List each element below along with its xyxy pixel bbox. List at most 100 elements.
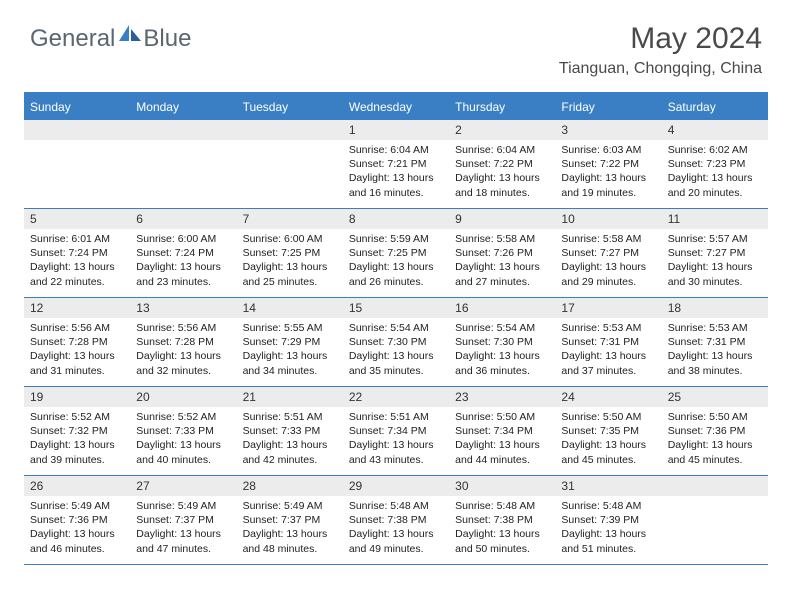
- sunset-line: Sunset: 7:30 PM: [455, 335, 549, 349]
- day-number: 8: [343, 209, 449, 229]
- calendar-body: 1Sunrise: 6:04 AMSunset: 7:21 PMDaylight…: [24, 120, 768, 565]
- day-details: Sunrise: 6:04 AMSunset: 7:22 PMDaylight:…: [449, 140, 555, 206]
- calendar-week: 12Sunrise: 5:56 AMSunset: 7:28 PMDayligh…: [24, 298, 768, 387]
- day-number: 14: [237, 298, 343, 318]
- sunset-line: Sunset: 7:24 PM: [136, 246, 230, 260]
- calendar-day: 14Sunrise: 5:55 AMSunset: 7:29 PMDayligh…: [237, 298, 343, 386]
- sunrise-line: Sunrise: 5:57 AM: [668, 232, 762, 246]
- calendar-day: 10Sunrise: 5:58 AMSunset: 7:27 PMDayligh…: [555, 209, 661, 297]
- day-details: Sunrise: 5:56 AMSunset: 7:28 PMDaylight:…: [24, 318, 130, 384]
- day-details: Sunrise: 5:57 AMSunset: 7:27 PMDaylight:…: [662, 229, 768, 295]
- sunset-line: Sunset: 7:38 PM: [349, 513, 443, 527]
- day-details: Sunrise: 5:59 AMSunset: 7:25 PMDaylight:…: [343, 229, 449, 295]
- calendar-day: 19Sunrise: 5:52 AMSunset: 7:32 PMDayligh…: [24, 387, 130, 475]
- calendar-day: 12Sunrise: 5:56 AMSunset: 7:28 PMDayligh…: [24, 298, 130, 386]
- calendar-week: 19Sunrise: 5:52 AMSunset: 7:32 PMDayligh…: [24, 387, 768, 476]
- day-details: Sunrise: 5:53 AMSunset: 7:31 PMDaylight:…: [662, 318, 768, 384]
- calendar-day: 4Sunrise: 6:02 AMSunset: 7:23 PMDaylight…: [662, 120, 768, 208]
- calendar-day: 1Sunrise: 6:04 AMSunset: 7:21 PMDaylight…: [343, 120, 449, 208]
- daylight-line: Daylight: 13 hours and 34 minutes.: [243, 349, 337, 377]
- day-details: Sunrise: 5:58 AMSunset: 7:26 PMDaylight:…: [449, 229, 555, 295]
- daylight-line: Daylight: 13 hours and 23 minutes.: [136, 260, 230, 288]
- day-number: 15: [343, 298, 449, 318]
- calendar-day: 21Sunrise: 5:51 AMSunset: 7:33 PMDayligh…: [237, 387, 343, 475]
- sunrise-line: Sunrise: 6:02 AM: [668, 143, 762, 157]
- daylight-line: Daylight: 13 hours and 19 minutes.: [561, 171, 655, 199]
- sunrise-line: Sunrise: 5:48 AM: [561, 499, 655, 513]
- sail-icon: [117, 22, 143, 50]
- day-details: Sunrise: 5:49 AMSunset: 7:37 PMDaylight:…: [130, 496, 236, 562]
- day-number: 24: [555, 387, 661, 407]
- sunrise-line: Sunrise: 6:01 AM: [30, 232, 124, 246]
- day-number: 16: [449, 298, 555, 318]
- title-block: May 2024 Tianguan, Chongqing, China: [559, 22, 762, 78]
- calendar-day: 9Sunrise: 5:58 AMSunset: 7:26 PMDaylight…: [449, 209, 555, 297]
- day-number: 1: [343, 120, 449, 140]
- weekday-header: Thursday: [449, 94, 555, 120]
- calendar-day: 31 Sunrise: 5:48 AMSunset: 7:39 PMDayligh…: [555, 476, 661, 564]
- day-details: Sunrise: 6:02 AMSunset: 7:23 PMDaylight:…: [662, 140, 768, 206]
- sunrise-line: Sunrise: 5:51 AM: [243, 410, 337, 424]
- calendar-day: 23Sunrise: 5:50 AMSunset: 7:34 PMDayligh…: [449, 387, 555, 475]
- sunrise-line: Sunrise: 5:52 AM: [136, 410, 230, 424]
- sunset-line: Sunset: 7:39 PM: [561, 513, 655, 527]
- calendar-day: 2Sunrise: 6:04 AMSunset: 7:22 PMDaylight…: [449, 120, 555, 208]
- daylight-line: Daylight: 13 hours and 45 minutes.: [561, 438, 655, 466]
- sunrise-line: Sunrise: 5:58 AM: [561, 232, 655, 246]
- daylight-line: Daylight: 13 hours and 47 minutes.: [136, 527, 230, 555]
- day-number: 26: [24, 476, 130, 496]
- daylight-line: Daylight: 13 hours and 30 minutes.: [668, 260, 762, 288]
- sunset-line: Sunset: 7:38 PM: [455, 513, 549, 527]
- sunrise-line: Sunrise: 6:00 AM: [136, 232, 230, 246]
- sunrise-line: Sunrise: 5:48 AM: [455, 499, 549, 513]
- day-number: 4: [662, 120, 768, 140]
- calendar-day: 25Sunrise: 5:50 AMSunset: 7:36 PMDayligh…: [662, 387, 768, 475]
- calendar-day: 24Sunrise: 5:50 AMSunset: 7:35 PMDayligh…: [555, 387, 661, 475]
- daylight-line: Daylight: 13 hours and 42 minutes.: [243, 438, 337, 466]
- daylight-line: Daylight: 13 hours and 51 minutes.: [561, 527, 655, 555]
- day-details: [24, 140, 130, 149]
- calendar-day: [237, 120, 343, 208]
- daylight-line: Daylight: 13 hours and 27 minutes.: [455, 260, 549, 288]
- calendar-day: 7Sunrise: 6:00 AMSunset: 7:25 PMDaylight…: [237, 209, 343, 297]
- daylight-line: Daylight: 13 hours and 45 minutes.: [668, 438, 762, 466]
- sunset-line: Sunset: 7:34 PM: [455, 424, 549, 438]
- sunset-line: Sunset: 7:21 PM: [349, 157, 443, 171]
- sunrise-line: Sunrise: 5:56 AM: [136, 321, 230, 335]
- sunrise-line: Sunrise: 5:52 AM: [30, 410, 124, 424]
- day-number: 18: [662, 298, 768, 318]
- daylight-line: Daylight: 13 hours and 50 minutes.: [455, 527, 549, 555]
- calendar-day: 18Sunrise: 5:53 AMSunset: 7:31 PMDayligh…: [662, 298, 768, 386]
- sunset-line: Sunset: 7:34 PM: [349, 424, 443, 438]
- day-details: Sunrise: 5:51 AMSunset: 7:34 PMDaylight:…: [343, 407, 449, 473]
- daylight-line: Daylight: 13 hours and 39 minutes.: [30, 438, 124, 466]
- day-number: [237, 120, 343, 140]
- day-number: 31: [555, 476, 661, 496]
- day-details: Sunrise: 6:00 AMSunset: 7:25 PMDaylight:…: [237, 229, 343, 295]
- daylight-line: Daylight: 13 hours and 31 minutes.: [30, 349, 124, 377]
- day-details: Sunrise: 5:48 AMSunset: 7:38 PMDaylight:…: [343, 496, 449, 562]
- day-number: 7: [237, 209, 343, 229]
- weekday-header: Friday: [555, 94, 661, 120]
- sunrise-line: Sunrise: 6:03 AM: [561, 143, 655, 157]
- day-details: Sunrise: 5:51 AMSunset: 7:33 PMDaylight:…: [237, 407, 343, 473]
- day-details: Sunrise: 5:54 AMSunset: 7:30 PMDaylight:…: [449, 318, 555, 384]
- day-details: [237, 140, 343, 149]
- sunset-line: Sunset: 7:22 PM: [561, 157, 655, 171]
- sunset-line: Sunset: 7:29 PM: [243, 335, 337, 349]
- daylight-line: Daylight: 13 hours and 29 minutes.: [561, 260, 655, 288]
- day-number: 13: [130, 298, 236, 318]
- calendar-day: 11Sunrise: 5:57 AMSunset: 7:27 PMDayligh…: [662, 209, 768, 297]
- sunrise-line: Sunrise: 6:00 AM: [243, 232, 337, 246]
- day-number: 2: [449, 120, 555, 140]
- day-number: 20: [130, 387, 236, 407]
- sunrise-line: Sunrise: 5:54 AM: [349, 321, 443, 335]
- day-number: 19: [24, 387, 130, 407]
- calendar-day: 17Sunrise: 5:53 AMSunset: 7:31 PMDayligh…: [555, 298, 661, 386]
- day-number: [130, 120, 236, 140]
- day-details: Sunrise: 5:50 AMSunset: 7:35 PMDaylight:…: [555, 407, 661, 473]
- sunset-line: Sunset: 7:37 PM: [243, 513, 337, 527]
- sunset-line: Sunset: 7:37 PM: [136, 513, 230, 527]
- day-details: Sunrise: 6:04 AMSunset: 7:21 PMDaylight:…: [343, 140, 449, 206]
- daylight-line: Daylight: 13 hours and 43 minutes.: [349, 438, 443, 466]
